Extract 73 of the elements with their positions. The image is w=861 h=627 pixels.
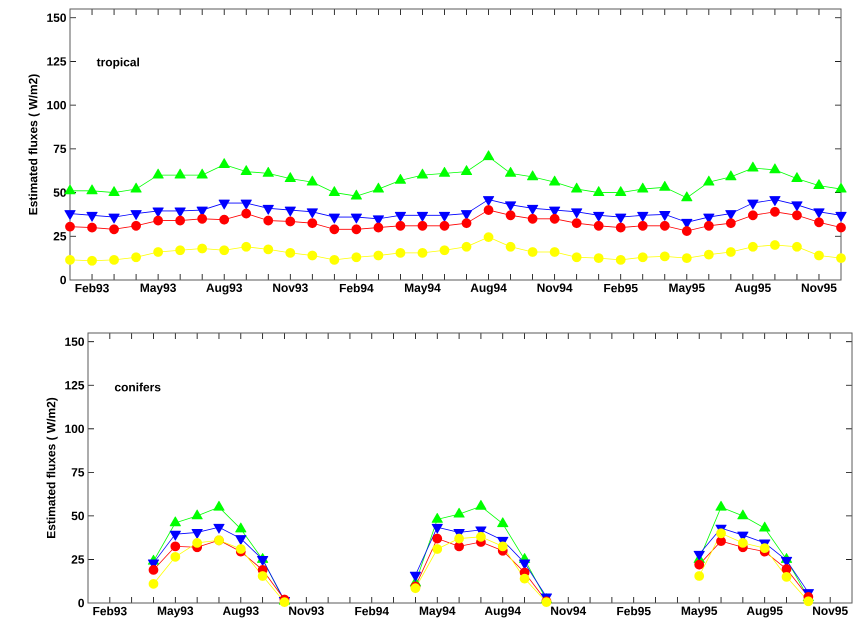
point <box>432 534 442 544</box>
x-tick-label: Feb95 <box>604 284 638 292</box>
point <box>170 541 180 552</box>
y-tick-label: 125 <box>65 381 84 390</box>
point <box>236 544 246 554</box>
x-tick-label: Aug94 <box>484 606 521 618</box>
y-axis-title: Estimated fluxes ( W/m2) <box>46 398 58 538</box>
point <box>803 596 814 606</box>
y-tick-label: 0 <box>78 598 84 608</box>
x-tick-label: May93 <box>140 284 176 294</box>
x-tick-label: Nov95 <box>813 606 848 615</box>
point <box>520 574 530 584</box>
point <box>453 508 465 518</box>
point <box>475 500 487 510</box>
y-tick-label: 100 <box>47 100 66 110</box>
x-tick-label: Nov93 <box>289 606 324 616</box>
point <box>476 532 486 542</box>
point <box>497 517 508 528</box>
y-axis-title: Estimated fluxes ( W/m2) <box>28 74 40 214</box>
x-tick-label: Feb94 <box>340 284 374 292</box>
text: tropical <box>96 58 139 69</box>
y-tick-label: 100 <box>65 424 84 434</box>
x-tick-label: Nov94 <box>551 606 586 615</box>
x-tick-label: Aug95 <box>746 606 783 618</box>
point <box>432 512 443 523</box>
point <box>759 522 770 532</box>
x-tick-label: May94 <box>404 284 441 294</box>
point <box>716 528 726 538</box>
x-tick-label: Nov95 <box>802 284 837 292</box>
y-tick-label: 150 <box>65 337 84 346</box>
point <box>738 538 748 548</box>
point <box>170 552 180 562</box>
point <box>148 565 158 575</box>
point <box>694 571 704 581</box>
point <box>213 500 225 511</box>
x-tick-label: Feb93 <box>76 284 109 292</box>
point <box>715 500 727 511</box>
x-tick-label: May95 <box>669 284 705 294</box>
y-tick-label: 75 <box>72 468 84 477</box>
y-tick-label: 25 <box>54 232 66 241</box>
point <box>170 516 181 526</box>
point <box>454 534 464 544</box>
point <box>148 578 158 589</box>
point <box>192 510 203 520</box>
y-tick-label: 125 <box>47 57 66 66</box>
x-tick-label: Feb94 <box>355 606 389 616</box>
y-tick-label: 50 <box>72 512 84 520</box>
point <box>694 560 704 570</box>
x-tick-label: Aug93 <box>206 284 242 294</box>
y-tick-label: 25 <box>72 555 84 564</box>
y-tick-label: 50 <box>54 188 66 197</box>
point <box>258 571 268 581</box>
x-tick-label: Aug93 <box>222 606 259 618</box>
y-tick-label: 0 <box>60 276 66 284</box>
x-tick-label: May95 <box>682 606 718 618</box>
y-tick-label: 75 <box>54 144 66 154</box>
x-tick-label: Nov94 <box>537 284 572 292</box>
point <box>737 510 748 520</box>
x-tick-label: May93 <box>158 606 194 618</box>
x-tick-label: Feb95 <box>617 606 651 616</box>
point <box>760 543 770 554</box>
text: conifers <box>114 382 160 392</box>
x-tick-label: May94 <box>420 606 456 618</box>
point <box>432 544 442 554</box>
x-tick-label: Aug94 <box>470 284 507 294</box>
point <box>192 538 202 548</box>
x-tick-label: Feb93 <box>93 606 127 616</box>
x-tick-label: Nov93 <box>273 284 308 292</box>
x-tick-label: Aug95 <box>734 284 771 294</box>
point <box>235 522 246 532</box>
point <box>782 572 792 582</box>
point <box>498 541 508 552</box>
y-tick-label: 150 <box>47 14 66 22</box>
